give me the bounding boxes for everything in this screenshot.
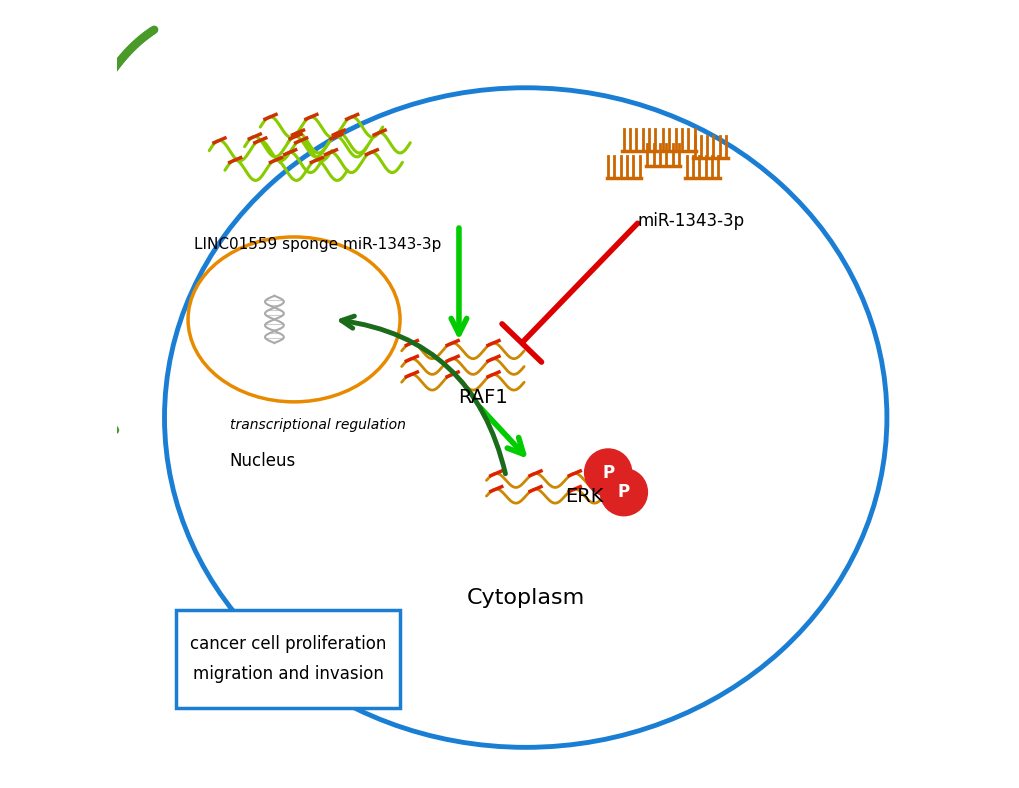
Circle shape <box>600 469 647 515</box>
FancyArrowPatch shape <box>341 316 505 474</box>
Text: Cytoplasm: Cytoplasm <box>466 588 584 608</box>
Text: RAF1: RAF1 <box>458 388 506 407</box>
Text: ERK: ERK <box>565 486 603 506</box>
Text: miR-1343-3p: miR-1343-3p <box>637 212 744 230</box>
Circle shape <box>584 449 631 496</box>
Text: Nucleus: Nucleus <box>229 452 296 470</box>
Text: P: P <box>601 463 613 481</box>
FancyBboxPatch shape <box>176 610 399 708</box>
Text: cancer cell proliferation
migration and invasion: cancer cell proliferation migration and … <box>190 635 386 682</box>
Text: transcriptional regulation: transcriptional regulation <box>229 418 406 433</box>
Text: LINC01559 sponge miR-1343-3p: LINC01559 sponge miR-1343-3p <box>194 237 441 252</box>
Text: P: P <box>618 483 630 501</box>
